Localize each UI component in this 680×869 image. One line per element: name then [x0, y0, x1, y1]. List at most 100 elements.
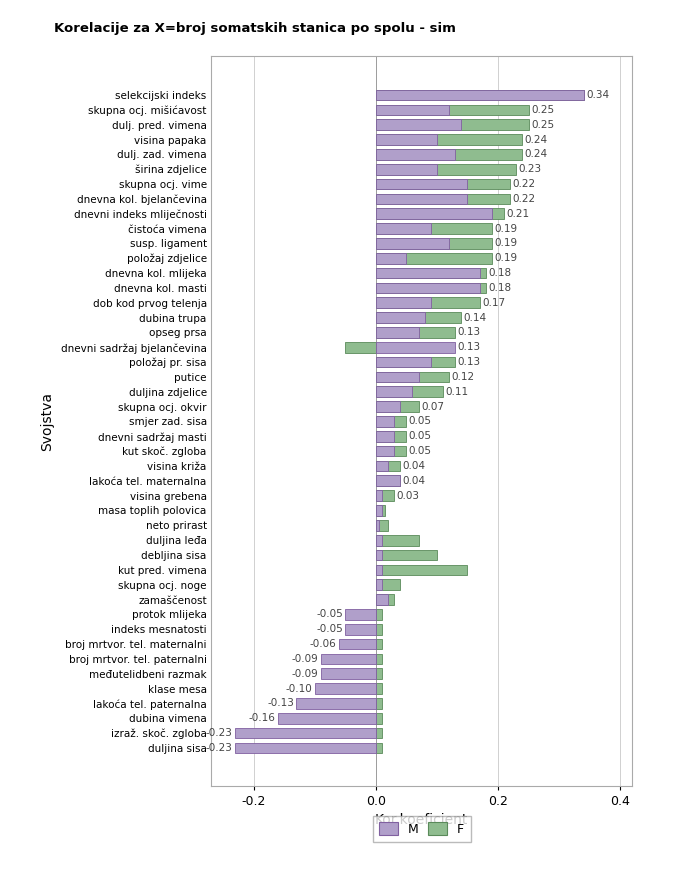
Text: -0.05: -0.05 [316, 609, 343, 620]
Bar [376, 401, 419, 412]
Bar [376, 713, 382, 724]
Bar [376, 594, 394, 605]
Bar [376, 565, 467, 575]
Text: 0.05: 0.05 [409, 431, 432, 441]
Bar [345, 624, 376, 634]
Bar [376, 312, 424, 323]
Text: 0.03: 0.03 [396, 491, 420, 501]
Bar [376, 179, 510, 189]
Text: -0.09: -0.09 [292, 653, 318, 664]
Bar [296, 698, 376, 709]
Bar [345, 342, 376, 353]
Bar [376, 565, 382, 575]
Text: -0.23: -0.23 [206, 728, 233, 738]
Bar [376, 475, 401, 486]
Bar [321, 668, 376, 679]
Bar [376, 550, 437, 561]
Text: 0.25: 0.25 [531, 105, 554, 115]
Text: 0.23: 0.23 [519, 164, 542, 174]
Text: -0.13: -0.13 [267, 699, 294, 708]
Text: -0.09: -0.09 [292, 669, 318, 679]
Bar [376, 475, 401, 486]
Bar [376, 238, 492, 249]
Text: 0.13: 0.13 [458, 357, 481, 367]
Text: 0.19: 0.19 [494, 253, 517, 263]
Bar [376, 194, 467, 204]
Text: -0.23: -0.23 [206, 743, 233, 753]
Bar [376, 505, 385, 516]
Bar [376, 534, 382, 546]
Text: -0.06: -0.06 [310, 639, 337, 649]
Bar [376, 179, 467, 189]
Text: 0.04: 0.04 [403, 461, 426, 471]
Bar [376, 134, 437, 145]
Text: -0.05: -0.05 [316, 624, 343, 634]
Text: 0.18: 0.18 [488, 268, 511, 278]
Bar [376, 431, 407, 441]
Bar [376, 416, 407, 427]
Text: 0.25: 0.25 [531, 120, 554, 129]
Bar [376, 209, 504, 219]
Text: 0.19: 0.19 [494, 223, 517, 234]
Bar [376, 594, 388, 605]
Bar [376, 461, 401, 471]
Bar [376, 446, 394, 456]
Bar [339, 639, 376, 649]
Bar [376, 223, 430, 234]
Bar [376, 327, 455, 338]
Bar [376, 357, 430, 368]
Bar [376, 90, 583, 100]
X-axis label: Kor.koeficient: Kor.koeficient [375, 813, 469, 827]
Bar [376, 387, 413, 397]
Bar [376, 327, 419, 338]
Bar [376, 119, 461, 130]
Text: 0.04: 0.04 [403, 476, 426, 486]
Text: Korelacije za X=broj somatskih stanica po spolu - sim: Korelacije za X=broj somatskih stanica p… [54, 22, 456, 35]
Bar [321, 653, 376, 664]
Bar [376, 282, 479, 293]
Text: -0.10: -0.10 [286, 684, 312, 693]
Bar [376, 149, 522, 160]
Bar [376, 372, 449, 382]
Text: 0.12: 0.12 [452, 372, 475, 382]
Bar [376, 312, 461, 323]
Bar [376, 446, 407, 456]
Bar [376, 668, 382, 679]
Bar [376, 209, 492, 219]
Bar [376, 297, 479, 308]
Bar [376, 490, 382, 501]
Text: 0.05: 0.05 [409, 446, 432, 456]
Bar [235, 727, 376, 739]
Bar [376, 387, 443, 397]
Text: -0.16: -0.16 [249, 713, 275, 723]
Bar [376, 520, 379, 531]
Text: 0.24: 0.24 [525, 135, 548, 144]
Bar [376, 653, 382, 664]
Bar [376, 149, 455, 160]
Bar [376, 550, 382, 561]
Text: 0.21: 0.21 [507, 209, 530, 219]
Text: 0.18: 0.18 [488, 283, 511, 293]
Bar [376, 624, 382, 634]
Text: 0.05: 0.05 [409, 416, 432, 427]
Bar [376, 683, 382, 694]
Bar [278, 713, 376, 724]
Bar [376, 431, 394, 441]
Bar [376, 698, 382, 709]
Bar [376, 727, 382, 739]
Bar [376, 297, 430, 308]
Text: 0.07: 0.07 [421, 401, 444, 412]
Bar [315, 683, 376, 694]
Text: 0.17: 0.17 [482, 298, 505, 308]
Bar [376, 357, 455, 368]
Bar [376, 268, 486, 278]
Text: 0.22: 0.22 [513, 194, 536, 204]
Bar [376, 461, 388, 471]
Bar [376, 416, 394, 427]
Text: 0.22: 0.22 [513, 179, 536, 189]
Bar [376, 164, 437, 175]
Text: 0.14: 0.14 [464, 313, 487, 322]
Bar [376, 609, 382, 620]
Text: 0.11: 0.11 [445, 387, 469, 397]
Bar [376, 104, 528, 116]
